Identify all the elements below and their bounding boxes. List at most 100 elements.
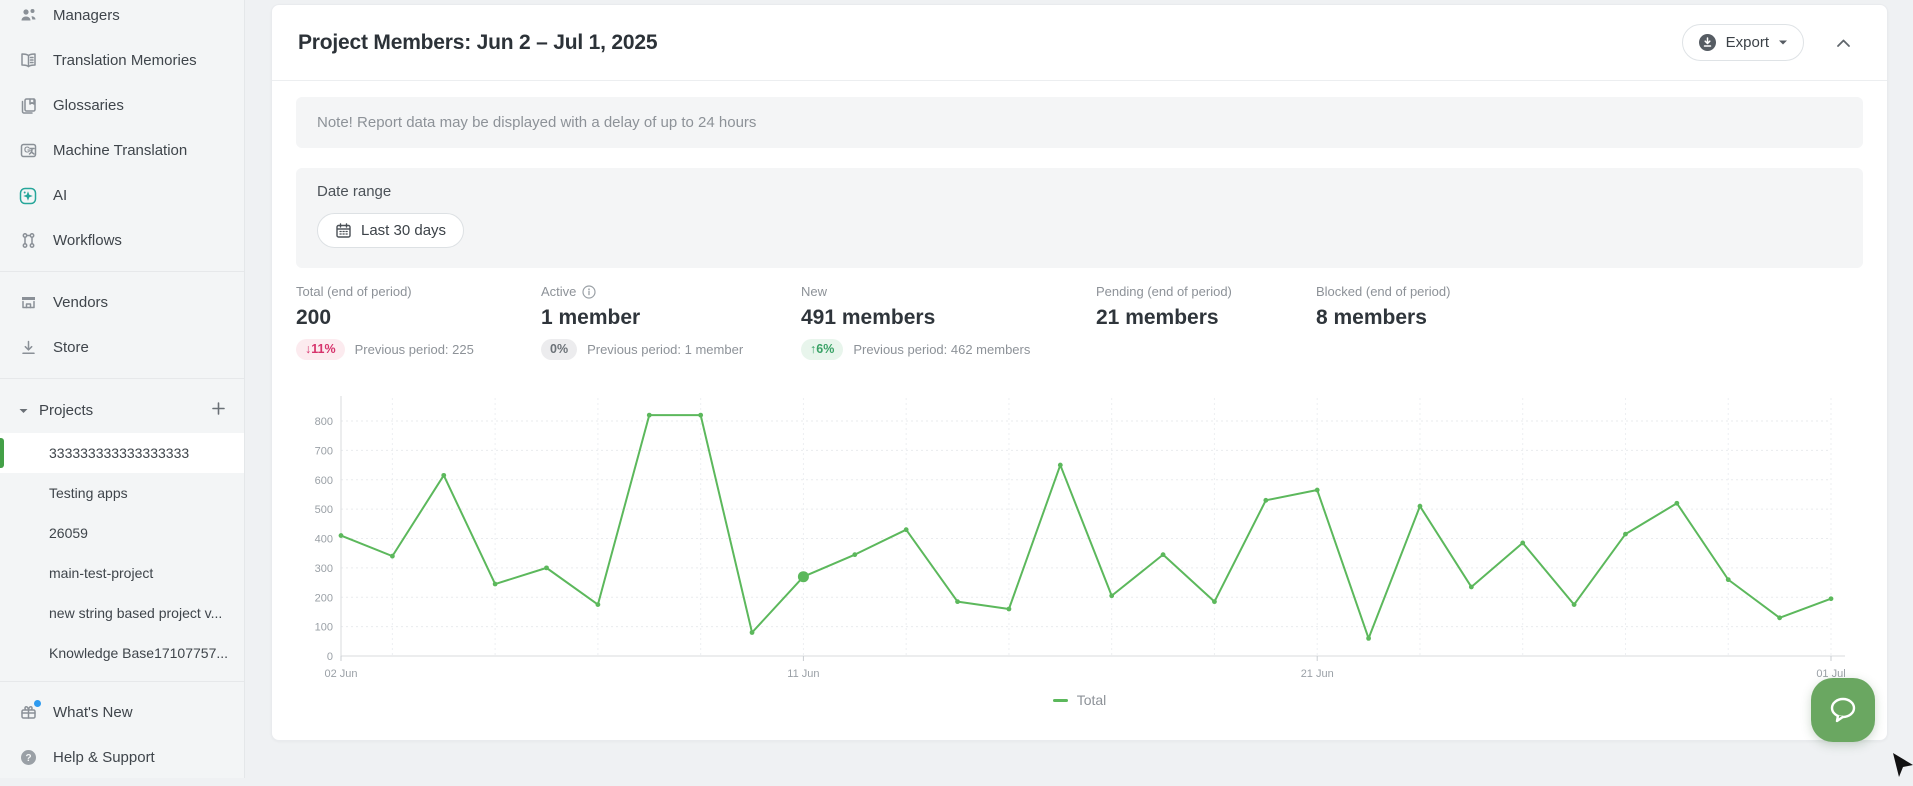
sidebar-item-ai[interactable]: AI bbox=[0, 173, 244, 218]
managers-icon bbox=[18, 6, 38, 26]
collapse-panel-button[interactable] bbox=[1836, 38, 1851, 48]
stats-row: Total (end of period) 200 ↓11% Previous … bbox=[296, 284, 1863, 360]
date-range-value: Last 30 days bbox=[361, 222, 446, 239]
export-button[interactable]: Export bbox=[1682, 24, 1804, 61]
sidebar-item-label: What's New bbox=[53, 704, 133, 721]
mouse-cursor bbox=[1889, 751, 1913, 786]
sidebar-item-label: Workflows bbox=[53, 232, 122, 249]
export-download-icon bbox=[1698, 33, 1717, 52]
svg-text:100: 100 bbox=[315, 622, 333, 634]
trend-badge-up: ↑6% bbox=[801, 339, 843, 360]
svg-text:200: 200 bbox=[315, 592, 333, 604]
stat-new: New 491 members ↑6% Previous period: 462… bbox=[801, 284, 1096, 360]
ai-sparkle-icon bbox=[18, 186, 38, 206]
svg-text:0: 0 bbox=[327, 651, 333, 663]
sidebar-item-whats-new[interactable]: What's New bbox=[0, 690, 244, 735]
workflows-icon bbox=[18, 231, 38, 251]
page-title: Project Members: Jun 2 – Jul 1, 2025 bbox=[298, 31, 657, 55]
stat-previous: Previous period: 225 bbox=[355, 342, 474, 357]
sidebar-item-label: Translation Memories bbox=[53, 52, 197, 69]
sidebar-item-label: Help & Support bbox=[53, 749, 155, 766]
stat-label: Total (end of period) bbox=[296, 284, 541, 299]
sidebar-divider bbox=[0, 681, 244, 682]
report-body: Note! Report data may be displayed with … bbox=[272, 81, 1887, 708]
whats-new-icon bbox=[18, 703, 38, 723]
project-label: new string based project v... bbox=[49, 605, 222, 621]
sidebar-project-item[interactable]: 333333333333333333 bbox=[0, 433, 244, 473]
plus-icon[interactable] bbox=[211, 401, 226, 420]
note-text: Note! Report data may be displayed with … bbox=[317, 114, 756, 131]
svg-text:11 Jun: 11 Jun bbox=[787, 668, 819, 680]
stat-previous: Previous period: 1 member bbox=[587, 342, 743, 357]
stat-value: 491 members bbox=[801, 306, 1096, 330]
project-label: Testing apps bbox=[49, 485, 128, 501]
svg-text:800: 800 bbox=[315, 416, 333, 428]
glossaries-icon bbox=[18, 96, 38, 116]
vendors-icon bbox=[18, 293, 38, 313]
date-range-panel: Date range Last 30 days bbox=[296, 168, 1863, 268]
project-label: Knowledge Base17107757... bbox=[49, 645, 228, 661]
svg-text:600: 600 bbox=[315, 475, 333, 487]
project-label: 333333333333333333 bbox=[49, 445, 189, 461]
sidebar-project-item[interactable]: 26059 bbox=[0, 513, 244, 553]
svg-text:300: 300 bbox=[315, 563, 333, 575]
sidebar-projects-header[interactable]: Projects bbox=[0, 387, 244, 433]
date-range-button[interactable]: Last 30 days bbox=[317, 213, 464, 248]
sidebar-item-translation-memories[interactable]: Translation Memories bbox=[0, 38, 244, 83]
project-label: main-test-project bbox=[49, 565, 153, 581]
report-card: Project Members: Jun 2 – Jul 1, 2025 Exp… bbox=[271, 4, 1888, 741]
sidebar-item-store[interactable]: Store bbox=[0, 325, 244, 370]
legend-dash bbox=[1053, 699, 1068, 702]
sidebar-project-item[interactable]: main-test-project bbox=[0, 553, 244, 593]
sidebar-footer: What's New ? Help & Support bbox=[0, 673, 244, 782]
stat-active: Active 1 member 0% Previous period: 1 me… bbox=[541, 284, 801, 360]
sidebar-item-managers[interactable]: Managers bbox=[0, 0, 244, 38]
stat-value: 8 members bbox=[1316, 306, 1863, 330]
stat-label: Active bbox=[541, 284, 576, 299]
projects-header-label: Projects bbox=[39, 402, 93, 419]
export-label: Export bbox=[1726, 34, 1769, 51]
sidebar-item-vendors[interactable]: Vendors bbox=[0, 280, 244, 325]
sidebar-item-label: Managers bbox=[53, 7, 120, 24]
stat-value: 200 bbox=[296, 306, 541, 330]
stat-pending: Pending (end of period) 21 members bbox=[1096, 284, 1316, 360]
legend-label: Total bbox=[1077, 692, 1107, 708]
sidebar-item-glossaries[interactable]: Glossaries bbox=[0, 83, 244, 128]
help-icon: ? bbox=[18, 748, 38, 768]
stat-total: Total (end of period) 200 ↓11% Previous … bbox=[296, 284, 541, 360]
chart-legend[interactable]: Total bbox=[296, 692, 1863, 708]
sidebar-item-label: Glossaries bbox=[53, 97, 124, 114]
sidebar-divider bbox=[0, 378, 244, 379]
sidebar-project-item[interactable]: Testing apps bbox=[0, 473, 244, 513]
stat-label: New bbox=[801, 284, 1096, 299]
sidebar-item-label: Machine Translation bbox=[53, 142, 187, 159]
date-range-label: Date range bbox=[317, 183, 1842, 200]
info-icon[interactable] bbox=[582, 285, 596, 299]
machine-translation-icon: G bbox=[18, 141, 38, 161]
project-label: 26059 bbox=[49, 525, 88, 541]
notification-dot bbox=[34, 700, 41, 707]
caret-down-icon[interactable] bbox=[18, 402, 29, 419]
sidebar-item-workflows[interactable]: Workflows bbox=[0, 218, 244, 263]
svg-text:?: ? bbox=[25, 753, 31, 764]
store-download-icon bbox=[18, 338, 38, 358]
chat-launcher-button[interactable] bbox=[1811, 678, 1875, 742]
trend-badge-down: ↓11% bbox=[296, 339, 345, 360]
sidebar-item-machine-translation[interactable]: G Machine Translation bbox=[0, 128, 244, 173]
calendar-icon bbox=[335, 222, 352, 239]
sidebar: Managers Translation Memories Glossaries… bbox=[0, 0, 245, 778]
sidebar-project-item[interactable]: new string based project v... bbox=[0, 593, 244, 633]
sidebar-item-label: AI bbox=[53, 187, 67, 204]
stat-previous: Previous period: 462 members bbox=[853, 342, 1030, 357]
sidebar-nav: Managers Translation Memories Glossaries… bbox=[0, 0, 244, 673]
trend-badge-neutral: 0% bbox=[541, 339, 577, 360]
sidebar-item-help-support[interactable]: ? Help & Support bbox=[0, 735, 244, 780]
svg-text:400: 400 bbox=[315, 534, 333, 546]
stat-label: Blocked (end of period) bbox=[1316, 284, 1863, 299]
report-header: Project Members: Jun 2 – Jul 1, 2025 Exp… bbox=[272, 5, 1887, 81]
stat-value: 21 members bbox=[1096, 306, 1316, 330]
svg-text:700: 700 bbox=[315, 445, 333, 457]
sidebar-project-item[interactable]: Knowledge Base17107757... bbox=[0, 633, 244, 673]
